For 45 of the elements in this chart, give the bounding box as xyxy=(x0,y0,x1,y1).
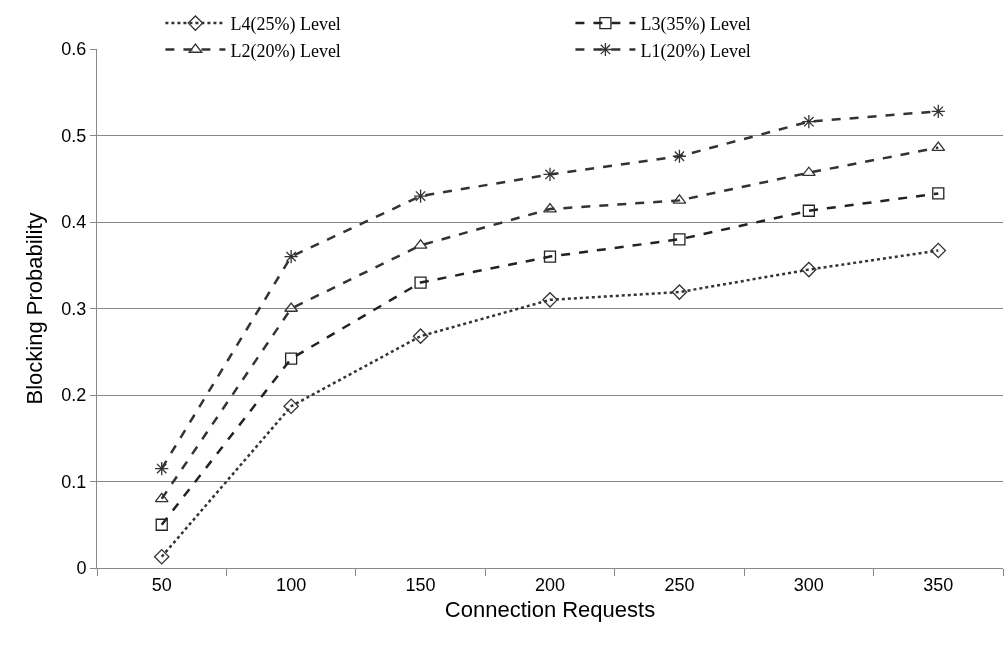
point xyxy=(801,114,817,129)
legend-label: L2(20%) Level xyxy=(230,40,341,62)
point xyxy=(412,328,429,344)
point xyxy=(283,249,299,264)
point xyxy=(154,492,169,503)
point xyxy=(542,167,558,182)
legend-label: L3(35%) Level xyxy=(640,14,751,36)
point xyxy=(155,518,168,531)
point xyxy=(153,548,170,565)
point xyxy=(802,204,816,217)
point xyxy=(801,166,816,177)
point xyxy=(543,250,557,263)
point xyxy=(671,284,688,300)
y-tick-label: 0 xyxy=(76,558,87,579)
legend-label: L1(20%) Level xyxy=(640,40,751,62)
point xyxy=(413,188,428,204)
x-tick-label: 350 xyxy=(923,574,954,595)
point xyxy=(414,276,427,289)
y-tick-label: 0.1 xyxy=(61,471,87,492)
x-tick-label: 300 xyxy=(793,574,824,595)
point xyxy=(154,461,169,476)
y-tick-label: 0.2 xyxy=(61,385,87,406)
y-tick-label: 0.3 xyxy=(61,298,87,319)
point xyxy=(542,292,558,308)
x-tick-label: 200 xyxy=(534,574,566,595)
point xyxy=(930,242,947,259)
point xyxy=(931,141,946,152)
y-tick-label: 0.4 xyxy=(61,212,87,233)
legend-label: L4(25%) Level xyxy=(230,14,341,36)
x-tick-label: 250 xyxy=(664,574,695,595)
point xyxy=(801,261,817,278)
y-tick-label: 0.6 xyxy=(61,39,87,60)
x-tick-label: 50 xyxy=(151,574,172,595)
point xyxy=(932,187,945,200)
point xyxy=(672,149,687,164)
point xyxy=(931,104,946,119)
y-axis-title: Blocking Probability xyxy=(22,212,48,405)
point xyxy=(283,398,299,415)
x-axis-title: Connection Requests xyxy=(444,597,656,623)
point xyxy=(543,202,557,213)
x-tick-label: 100 xyxy=(276,574,307,595)
x-tick-label: 150 xyxy=(405,574,436,595)
point xyxy=(673,233,686,246)
y-tick-label: 0.5 xyxy=(61,125,87,146)
point xyxy=(284,352,298,365)
